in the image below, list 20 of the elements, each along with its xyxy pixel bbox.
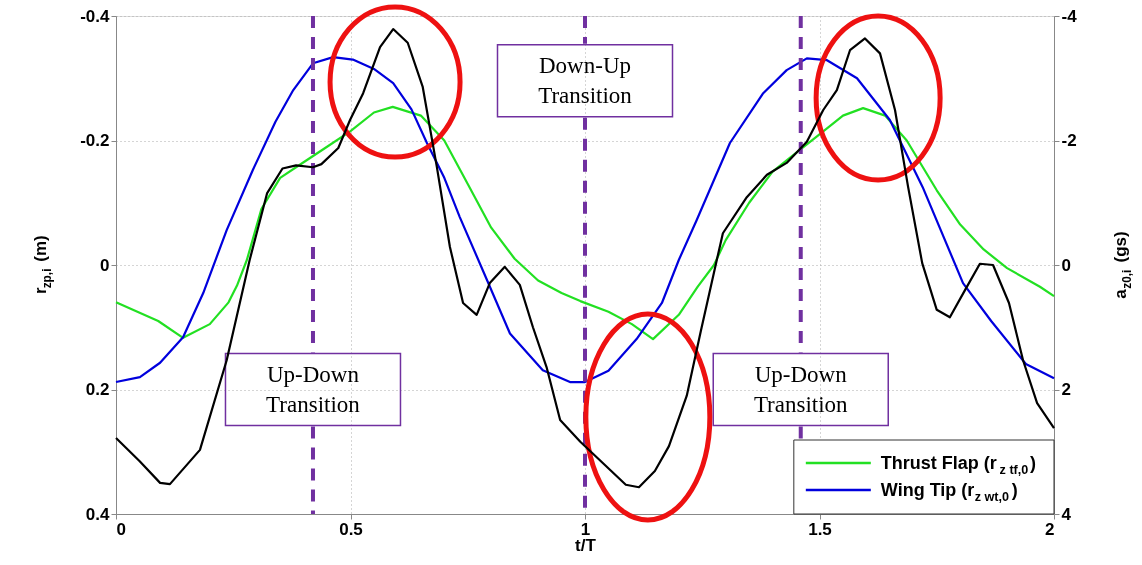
x-tick-label: 1.5: [808, 519, 832, 539]
ref-line-label: Up-Down Transition: [266, 361, 361, 417]
x-tick-label: 0: [116, 519, 126, 539]
x-tick-label: 0.5: [339, 519, 363, 539]
y2-tick-label: 0: [1061, 255, 1071, 275]
ref-line-label: Down-Up Transition: [538, 52, 633, 108]
line-series: [114, 105, 1056, 341]
y-tick-label: 0: [100, 255, 110, 275]
y-axis-title: rzp,i (m): [31, 235, 55, 294]
y-tick-label: -0.4: [80, 6, 111, 26]
y2-tick-label: 2: [1061, 380, 1071, 399]
x-tick-label: 2: [1045, 519, 1055, 539]
y-tick-label: -0.2: [80, 131, 110, 150]
y-tick-label: 0.2: [85, 380, 110, 399]
y2-tick-label: -2: [1061, 131, 1077, 150]
y2-tick-label: 4: [1061, 504, 1072, 524]
y2-tick-label: -4: [1061, 6, 1078, 26]
ref-line-label: Up-Down Transition: [753, 361, 849, 417]
y2-axis-title: az0,i (gs): [1111, 231, 1135, 299]
y-tick-label: 0.4: [85, 504, 111, 524]
